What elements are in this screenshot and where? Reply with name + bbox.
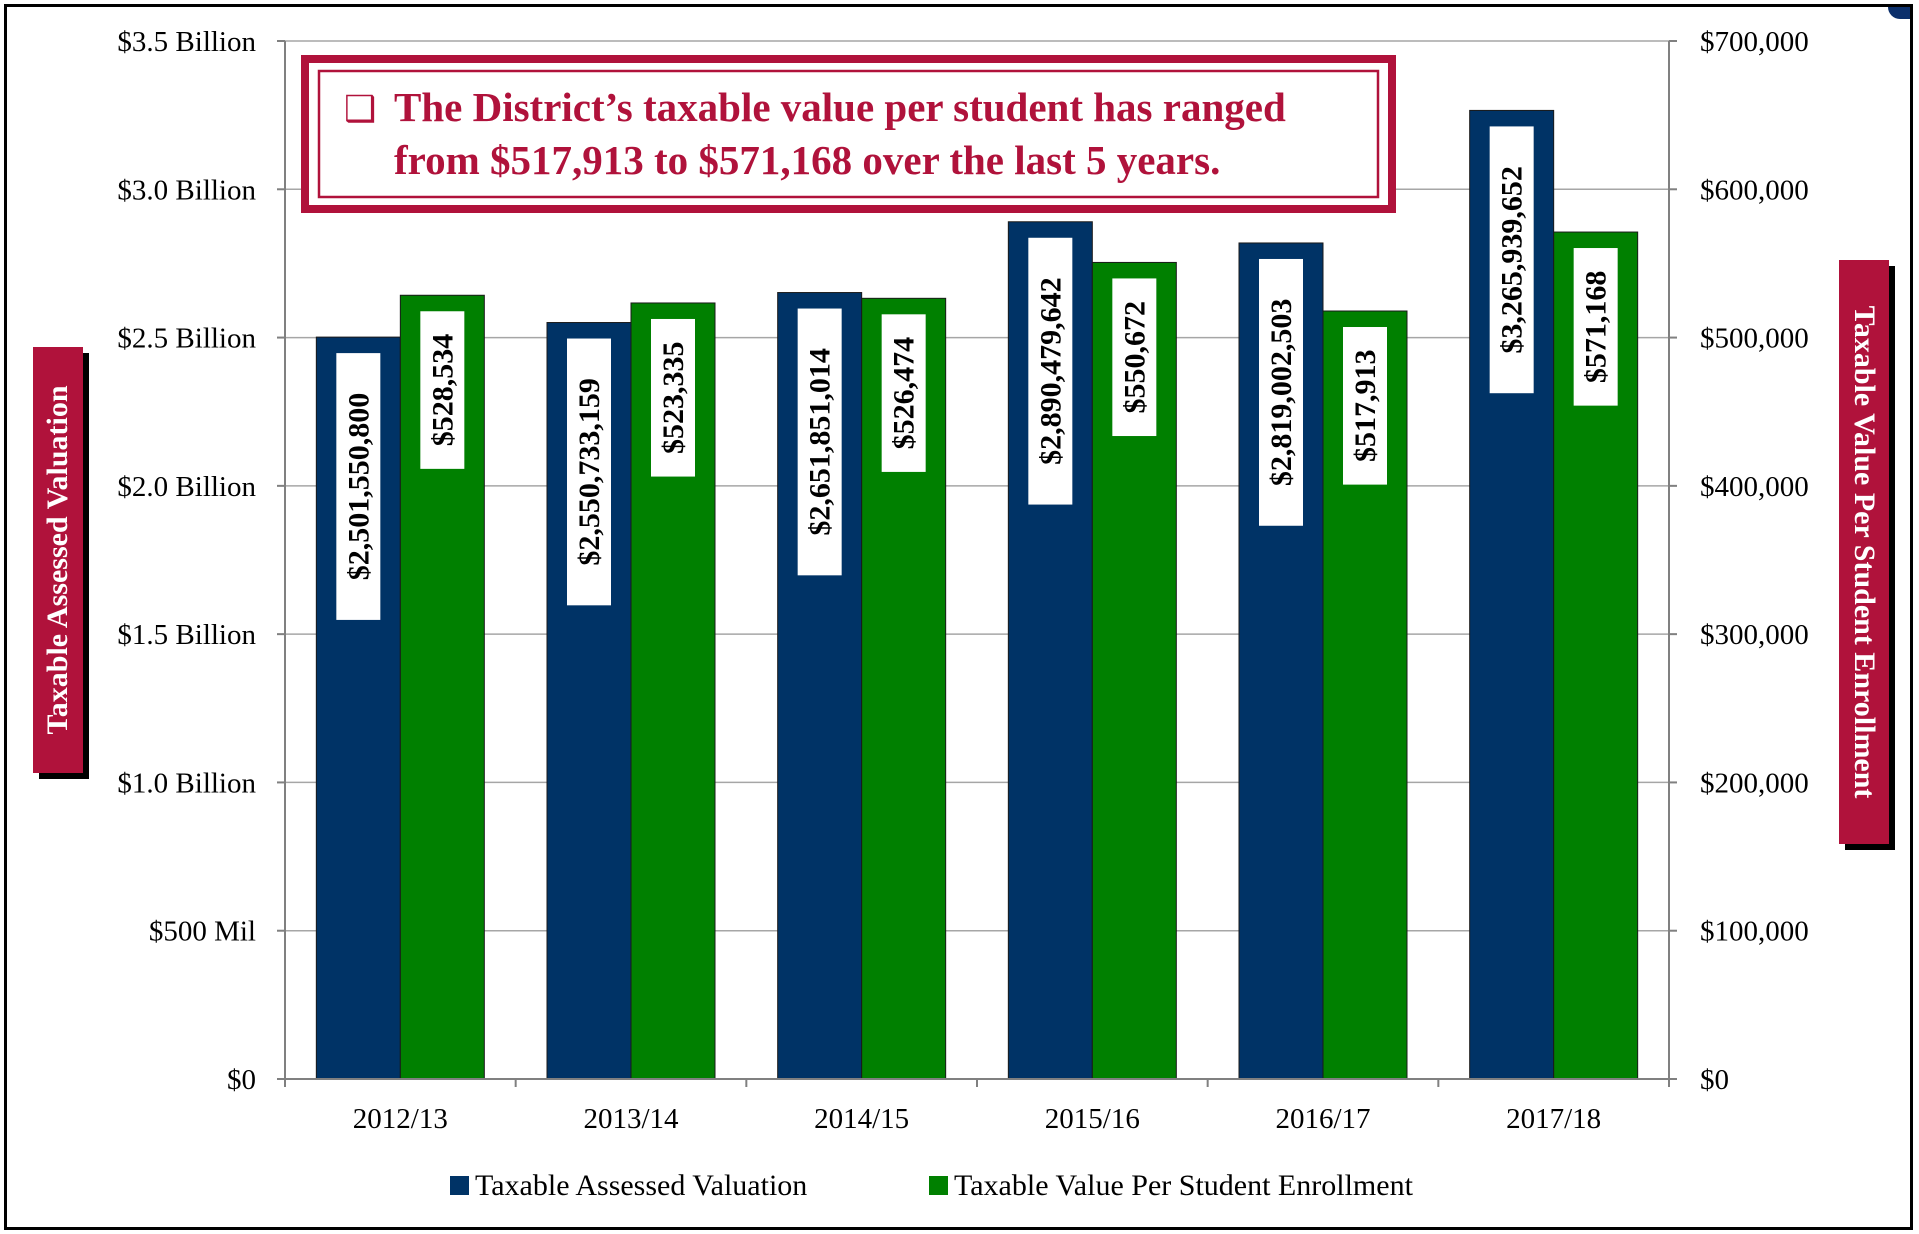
axes bbox=[277, 40, 1677, 1087]
left-tick-label: $0 bbox=[227, 1064, 256, 1096]
data-label-valuation: $2,550,733,159 bbox=[573, 378, 606, 566]
left-tick-label: $500 Mil bbox=[149, 916, 256, 948]
data-label-valuation: $2,501,550,800 bbox=[342, 393, 375, 580]
right-tick-label: $600,000 bbox=[1700, 174, 1809, 206]
callout-line-1: The District’s taxable value per student… bbox=[394, 84, 1286, 130]
data-label-box bbox=[797, 308, 842, 576]
callout-line-2: from $517,913 to $571,168 over the last … bbox=[394, 137, 1220, 183]
legend-swatch-valuation bbox=[450, 1176, 469, 1195]
category-label: 2016/17 bbox=[1275, 1103, 1370, 1135]
data-label-valuation: $3,265,939,652 bbox=[1496, 166, 1529, 354]
left-tick-label: $3.5 Billion bbox=[117, 26, 256, 58]
data-label-box bbox=[881, 314, 926, 472]
right-tick-label: $500,000 bbox=[1700, 323, 1809, 355]
data-label-per-student: $528,534 bbox=[426, 334, 459, 447]
legend-label-valuation: Taxable Assessed Valuation bbox=[475, 1169, 807, 1202]
left-axis-ticks: $0 $500 Mil $1.0 Billion $1.5 Billion $2.0 B… bbox=[117, 26, 256, 1096]
right-tick-label: $0 bbox=[1700, 1064, 1729, 1096]
legend-item-valuation: Taxable Assessed Valuation bbox=[450, 1169, 807, 1202]
category-label: 2012/13 bbox=[353, 1103, 448, 1135]
left-tick-label: $3.0 Billion bbox=[117, 174, 256, 206]
right-tick-label: $700,000 bbox=[1700, 26, 1809, 58]
data-label-box bbox=[1028, 237, 1073, 505]
legend-swatch-per-student bbox=[929, 1176, 948, 1195]
right-tick-label: $100,000 bbox=[1700, 916, 1809, 948]
left-tick-label: $2.5 Billion bbox=[117, 323, 256, 355]
data-label-valuation: $2,651,851,014 bbox=[804, 348, 837, 536]
right-axis-ticks: $0 $100,000 $200,000 $300,000 $400,000 $500,0… bbox=[1700, 26, 1809, 1096]
data-label-box bbox=[567, 338, 611, 606]
data-label-box bbox=[336, 353, 381, 620]
data-label-per-student: $526,474 bbox=[888, 337, 921, 450]
data-label-per-student: $571,168 bbox=[1580, 271, 1613, 384]
left-tick-label: $2.0 Billion bbox=[117, 471, 256, 503]
right-tick-label: $300,000 bbox=[1700, 619, 1809, 651]
category-label: 2013/14 bbox=[583, 1103, 679, 1135]
data-label-box bbox=[1112, 278, 1157, 437]
data-label-box bbox=[420, 311, 465, 469]
legend-label-per-student: Taxable Value Per Student Enrollment bbox=[954, 1169, 1414, 1202]
left-tick-label: $1.5 Billion bbox=[117, 619, 256, 651]
data-label-box bbox=[651, 318, 695, 477]
data-label-box bbox=[1489, 126, 1534, 394]
left-axis-title-box: Taxable Assessed Valuation bbox=[33, 347, 89, 779]
category-label: 2017/18 bbox=[1506, 1103, 1601, 1135]
category-label: 2015/16 bbox=[1045, 1103, 1140, 1135]
corner-decoration bbox=[1888, 7, 1910, 19]
data-label-per-student: $517,913 bbox=[1349, 350, 1382, 463]
category-label: 2014/15 bbox=[814, 1103, 909, 1135]
left-tick-label: $1.0 Billion bbox=[117, 767, 256, 799]
data-label-per-student: $550,672 bbox=[1118, 301, 1151, 414]
legend-item-per-student: Taxable Value Per Student Enrollment bbox=[929, 1169, 1414, 1202]
data-label-box bbox=[1259, 258, 1303, 526]
category-labels: 2012/13 2013/14 2014/15 2015/16 2016/17 2017/… bbox=[353, 1103, 1601, 1135]
callout-bullet: ❑ bbox=[344, 89, 376, 129]
right-tick-label: $200,000 bbox=[1700, 767, 1809, 799]
left-axis-title: Taxable Assessed Valuation bbox=[41, 385, 74, 734]
data-label-valuation: $2,890,479,642 bbox=[1034, 277, 1067, 465]
legend: Taxable Assessed Valuation Taxable Value… bbox=[450, 1169, 1414, 1202]
right-axis-title: Taxable Value Per Student Enrollment bbox=[1848, 306, 1881, 799]
right-tick-label: $400,000 bbox=[1700, 471, 1809, 503]
callout-box: ❑ The District’s taxable value per stude… bbox=[301, 55, 1396, 213]
right-axis-title-box: Taxable Value Per Student Enrollment bbox=[1839, 260, 1895, 850]
data-label-per-student: $523,335 bbox=[657, 342, 690, 455]
data-label-box bbox=[1343, 327, 1387, 485]
bars: $2,501,550,800 $528,534 $2,550,733,159 $523… bbox=[315, 109, 1639, 1080]
data-label-valuation: $2,819,002,503 bbox=[1265, 299, 1298, 487]
data-label-box bbox=[1573, 248, 1618, 406]
